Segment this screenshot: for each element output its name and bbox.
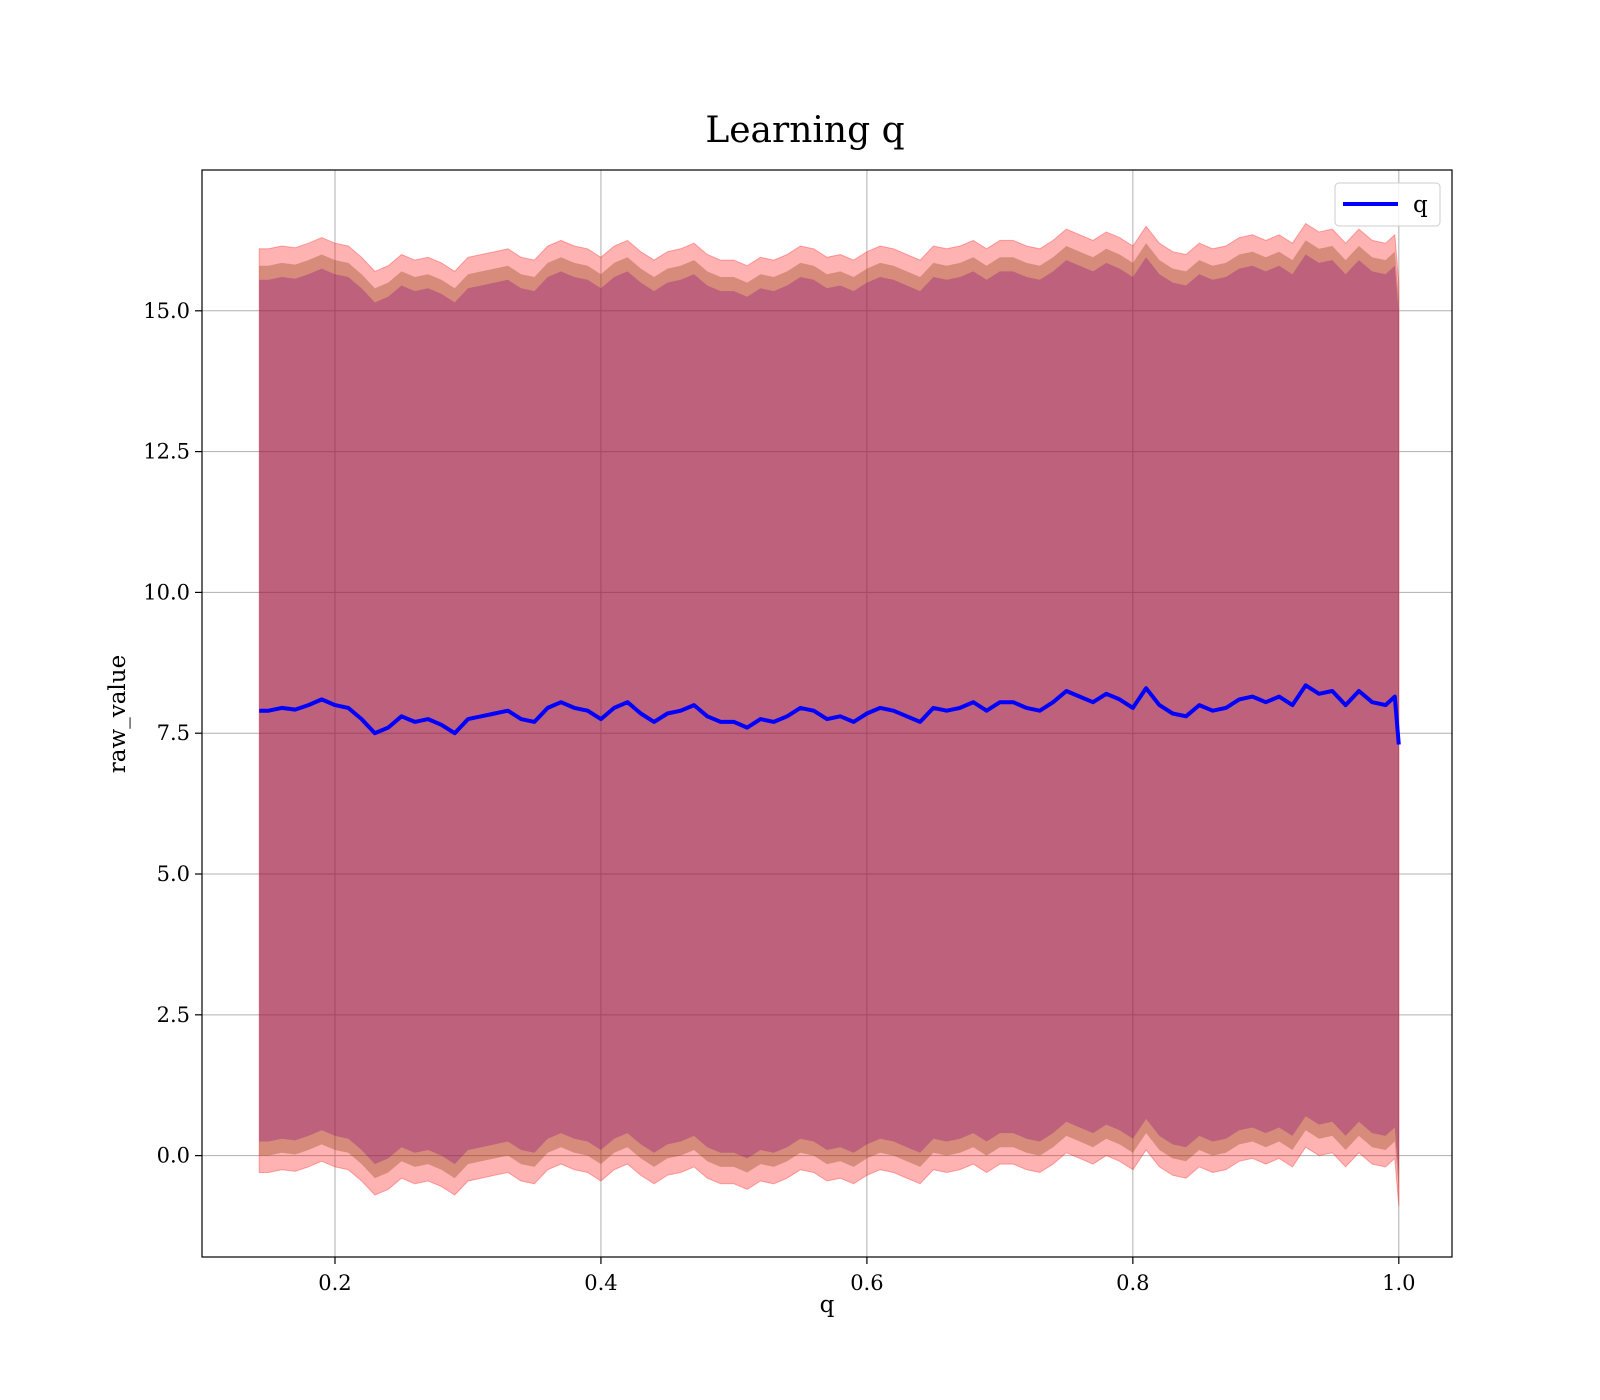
x-tick-label: 0.8	[1116, 1271, 1149, 1295]
plot-frame	[201, 169, 1453, 1258]
y-tick-label: 12.5	[143, 440, 190, 464]
x-tick-label: 1.0	[1382, 1271, 1415, 1295]
x-tick-label: 0.6	[850, 1271, 883, 1295]
uncertainty-bands	[258, 222, 1400, 1207]
y-tick-label: 15.0	[143, 299, 190, 323]
band-outer	[258, 222, 1400, 1207]
y-tick-label: 5.0	[157, 862, 190, 886]
plot-area	[201, 169, 1453, 1258]
x-tick-label: 0.2	[318, 1271, 351, 1295]
y-tick-label: 0.0	[157, 1144, 190, 1168]
chart-title: Learning q	[705, 110, 904, 151]
x-axis-label: q	[820, 1292, 835, 1318]
y-tick-label: 10.0	[143, 580, 190, 604]
grid	[202, 170, 1452, 1257]
series-line-q	[259, 683, 1401, 745]
y-tick-label: 7.5	[157, 721, 190, 745]
x-axis: 0.2 0.4 0.6 0.8 1.0	[318, 1257, 1416, 1295]
y-tick-label: 2.5	[157, 1003, 190, 1027]
legend-label-q: q	[1413, 192, 1428, 218]
band-middle	[259, 240, 1399, 1190]
legend: q	[1334, 182, 1441, 227]
x-tick-label: 0.4	[584, 1271, 617, 1295]
y-axis-label: raw_value	[105, 655, 131, 773]
band-inner	[259, 254, 1399, 1176]
series-q	[259, 683, 1401, 745]
y-axis: 0.0 2.5 5.0 7.5 10.0 12.5 15.0	[143, 299, 202, 1168]
